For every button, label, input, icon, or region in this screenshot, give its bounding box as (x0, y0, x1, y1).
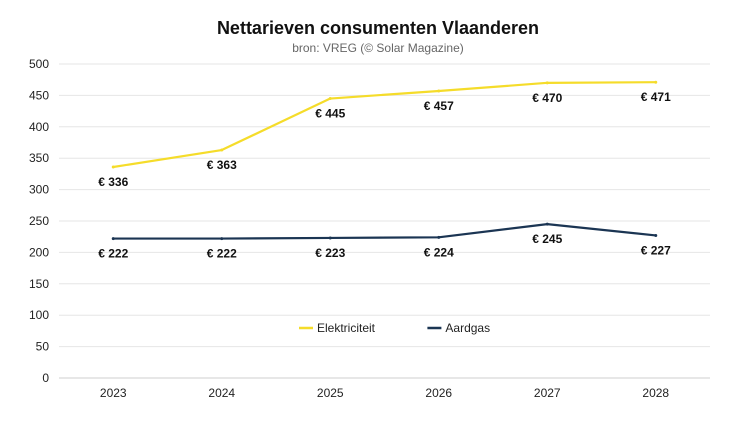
y-tick-label: 250 (29, 214, 49, 228)
x-tick-label: 2024 (208, 386, 235, 400)
data-label: € 457 (424, 99, 454, 113)
data-label: € 445 (315, 107, 345, 121)
y-tick-label: 450 (29, 88, 49, 102)
y-tick-label: 100 (29, 308, 49, 322)
data-label: € 224 (424, 245, 454, 259)
data-point (328, 97, 332, 101)
chart-title: Nettarieven consumenten Vlaanderen (216, 18, 540, 38)
y-tick-label: 200 (29, 245, 49, 259)
x-tick-label: 2025 (317, 386, 344, 400)
legend-label: Aardgas (445, 321, 490, 335)
data-label: € 336 (98, 175, 128, 189)
y-tick-label: 50 (36, 340, 50, 354)
data-label: € 471 (641, 90, 671, 104)
data-point (437, 235, 441, 239)
data-point (111, 237, 115, 241)
data-label: € 223 (315, 246, 345, 260)
data-point (545, 222, 549, 226)
data-point (437, 89, 441, 93)
y-tick-label: 0 (42, 371, 49, 385)
x-tick-label: 2026 (425, 386, 452, 400)
data-point (220, 148, 224, 152)
x-tick-label: 2028 (642, 386, 669, 400)
x-tick-label: 2023 (100, 386, 127, 400)
data-label: € 470 (532, 91, 562, 105)
y-tick-label: 400 (29, 120, 49, 134)
data-label: € 222 (207, 247, 237, 261)
series-line-elektriciteit (113, 81, 656, 169)
chart-subtitle: bron: VREG (© Solar Magazine) (292, 41, 464, 55)
data-label: € 222 (98, 247, 128, 261)
y-tick-label: 150 (29, 277, 49, 291)
data-point (220, 237, 224, 241)
data-label: € 363 (207, 158, 237, 172)
y-tick-label: 500 (29, 57, 49, 71)
data-label: € 227 (641, 243, 671, 257)
series-line-aardgas (113, 223, 656, 240)
y-tick-label: 300 (29, 183, 49, 197)
data-point (654, 80, 658, 84)
data-point (111, 165, 115, 169)
x-tick-label: 2027 (534, 386, 561, 400)
data-label: € 245 (532, 232, 562, 246)
legend-label: Elektriciteit (317, 321, 376, 335)
data-point (654, 233, 658, 237)
y-tick-label: 350 (29, 151, 49, 165)
data-point (328, 236, 332, 240)
data-point (545, 81, 549, 85)
